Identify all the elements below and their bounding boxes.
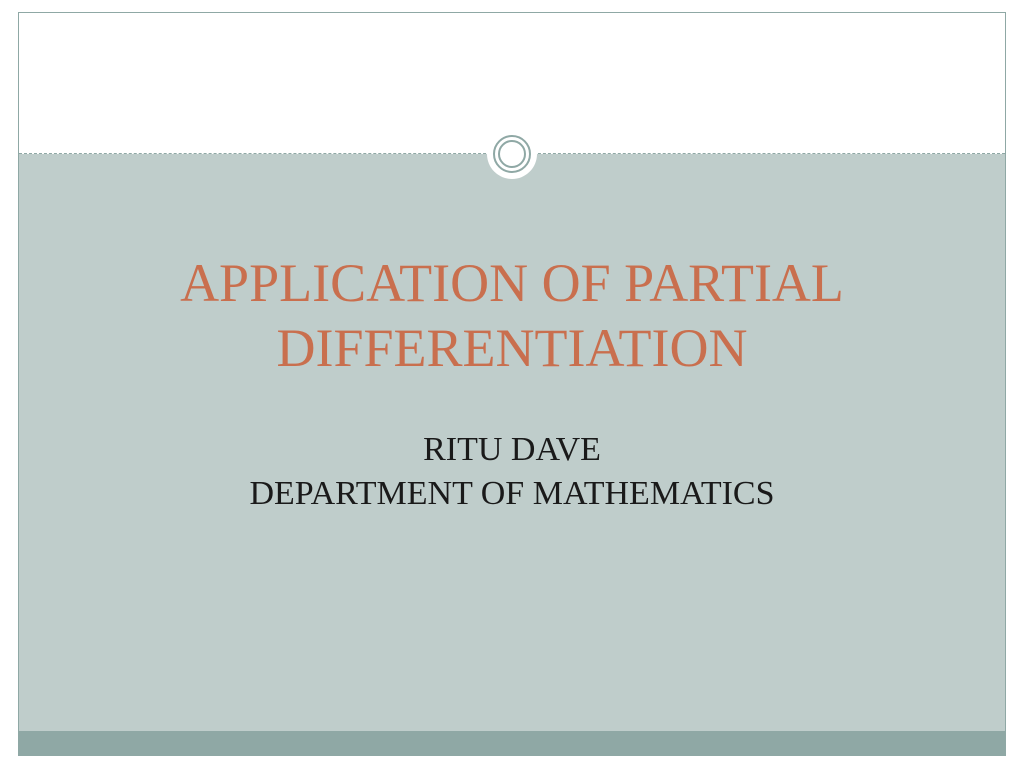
slide-subtitle: RITU DAVE DEPARTMENT OF MATHEMATICS [19,428,1005,516]
author-name: RITU DAVE [19,428,1005,472]
footer-bar [19,731,1005,755]
slide-title: APPLICATION OF PARTIAL DIFFERENTIATION [19,251,1005,381]
slide-frame: APPLICATION OF PARTIAL DIFFERENTIATION R… [18,12,1006,756]
circle-ornament-icon [487,129,537,179]
department-name: DEPARTMENT OF MATHEMATICS [19,472,1005,516]
title-line-2: DIFFERENTIATION [69,316,955,381]
title-line-1: APPLICATION OF PARTIAL [69,251,955,316]
